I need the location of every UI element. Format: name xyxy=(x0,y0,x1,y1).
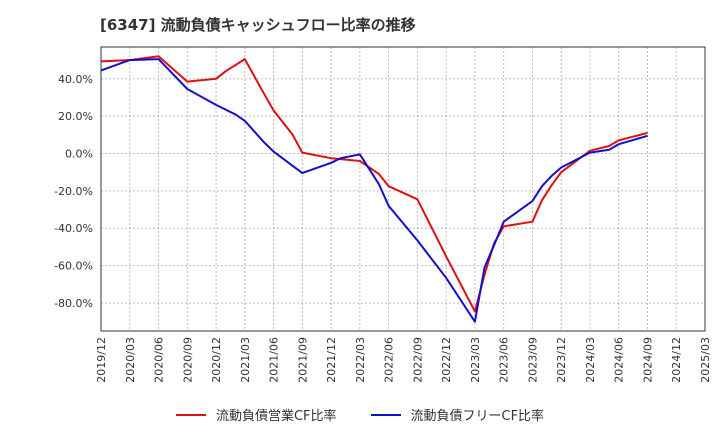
x-tick-label: 2022/03 xyxy=(354,337,367,383)
legend-label: 流動負債営業CF比率 xyxy=(215,409,337,424)
legend-label: 流動負債フリーCF比率 xyxy=(410,409,545,424)
x-tick-label: 2023/03 xyxy=(469,337,482,383)
series-line-free-cf xyxy=(100,58,648,323)
x-tick-label: 2024/12 xyxy=(670,337,683,383)
x-tick-label: 2024/03 xyxy=(584,337,597,383)
x-tick-label: 2022/09 xyxy=(411,337,424,383)
plot-area xyxy=(101,47,705,331)
legend-swatch-red xyxy=(175,413,206,416)
y-tick-label: -80.0% xyxy=(54,297,93,310)
chart-title: [6347] 流動負債キャッシュフロー比率の推移 xyxy=(100,16,416,34)
series-line-operating-cf xyxy=(100,55,648,313)
x-tick-label: 2020/06 xyxy=(153,337,166,383)
x-tick-label: 2021/03 xyxy=(239,337,252,383)
x-tick-label: 2025/03 xyxy=(699,337,712,383)
y-tick-label: 0.0% xyxy=(65,148,93,161)
x-tick-label: 2022/12 xyxy=(440,337,453,383)
x-tick-label: 2021/09 xyxy=(296,337,309,383)
y-tick-label: 40.0% xyxy=(58,73,93,86)
legend-item-operating-cf: 流動負債営業CF比率 xyxy=(175,405,337,424)
x-tick-label: 2020/12 xyxy=(210,337,223,383)
x-tick-label: 2024/06 xyxy=(613,337,626,383)
x-tick-label: 2024/09 xyxy=(641,337,654,383)
x-tick-label: 2019/12 xyxy=(95,337,108,383)
y-tick-label: -40.0% xyxy=(54,222,93,235)
x-tick-label: 2020/09 xyxy=(181,337,194,383)
x-tick-label: 2021/06 xyxy=(268,337,281,383)
x-tick-label: 2023/06 xyxy=(498,337,511,383)
y-tick-label: -20.0% xyxy=(54,185,93,198)
x-tick-label: 2023/12 xyxy=(555,337,568,383)
legend-swatch-blue xyxy=(370,413,401,416)
x-tick-label: 2021/12 xyxy=(325,337,338,383)
chart-legend: 流動負債営業CF比率 流動負債フリーCF比率 xyxy=(0,405,720,424)
x-tick-label: 2022/06 xyxy=(383,337,396,383)
x-tick-label: 2023/09 xyxy=(526,337,539,383)
legend-item-free-cf: 流動負債フリーCF比率 xyxy=(370,405,545,424)
x-tick-label: 2020/03 xyxy=(124,337,137,383)
plot-frame xyxy=(100,46,706,332)
y-tick-label: 20.0% xyxy=(58,110,93,123)
y-tick-label: -60.0% xyxy=(54,260,93,273)
